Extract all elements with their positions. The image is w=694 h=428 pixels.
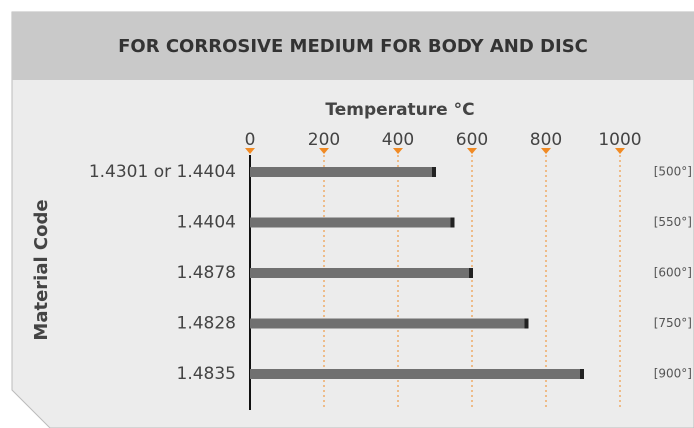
x-tick-label: 0 — [245, 130, 256, 150]
tick-mark — [541, 148, 551, 154]
value-label: [600°] — [654, 266, 692, 280]
bar-cap — [524, 318, 529, 329]
bar-cap — [450, 217, 455, 228]
bar-cap — [432, 167, 436, 177]
y-tick-label: 1.4835 — [177, 364, 236, 384]
value-label: [550°] — [654, 215, 692, 229]
value-label: [900°] — [654, 367, 692, 381]
x-axis-title: Temperature °C — [325, 100, 474, 120]
value-label: [750°] — [654, 316, 692, 330]
bar — [250, 369, 583, 379]
bar — [250, 318, 528, 329]
bar — [250, 268, 472, 278]
x-tick-label: 400 — [382, 130, 414, 150]
tick-mark — [245, 148, 255, 154]
y-tick-label: 1.4301 or 1.4404 — [89, 162, 236, 182]
bar-cap — [469, 268, 473, 278]
x-tick-label: 600 — [456, 130, 488, 150]
header-band — [12, 12, 694, 80]
x-tick-label: 800 — [530, 130, 562, 150]
x-tick-label: 1000 — [598, 130, 641, 150]
x-tick-label: 200 — [308, 130, 340, 150]
tick-mark — [615, 148, 625, 154]
value-label: [500°] — [654, 165, 692, 179]
y-axis-title: Material Code — [31, 199, 52, 340]
tick-mark — [393, 148, 403, 154]
y-tick-label: 1.4828 — [177, 314, 236, 334]
tick-mark — [319, 148, 329, 154]
y-tick-label: 1.4878 — [177, 263, 236, 283]
y-tick-label: 1.4404 — [177, 213, 236, 233]
bar-cap — [580, 369, 584, 379]
chart-title: FOR CORROSIVE MEDIUM FOR BODY AND DISC — [118, 36, 588, 57]
bar — [250, 167, 435, 177]
tick-mark — [467, 148, 477, 154]
bar — [250, 217, 454, 228]
